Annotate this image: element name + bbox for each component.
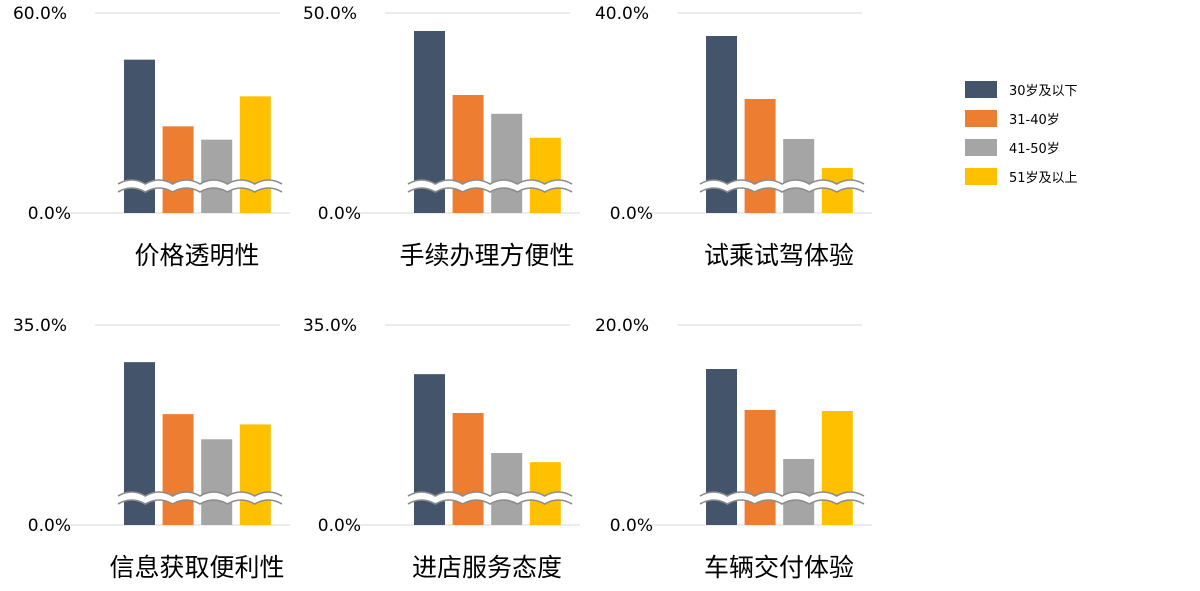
ytick-max: 50.0%: [303, 4, 357, 24]
ytick-min: 0.0%: [318, 516, 361, 536]
chart-title: 手续办理方便性: [399, 241, 574, 270]
ytick-max: 60.0%: [13, 4, 67, 24]
bar-4: [821, 411, 853, 525]
axis-break-line-lower: [407, 187, 573, 193]
axis-break-line-upper: [407, 491, 573, 497]
bar-2: [162, 414, 194, 525]
chart-title: 价格透明性: [134, 241, 259, 270]
chart-title: 信息获取便利性: [109, 553, 284, 582]
legend: 30岁及以下 31-40岁 41-50岁 51岁及以上: [965, 80, 1078, 196]
axis-break-fill: [405, 180, 575, 193]
ytick-min: 0.0%: [610, 516, 653, 536]
axis-break-line-upper: [407, 179, 573, 185]
axis-break-line-upper: [117, 179, 283, 185]
chart-2: 50.0% 0.0% 手续办理方便性: [303, 4, 580, 270]
axis-break-line-lower: [407, 499, 573, 505]
bar-4: [239, 424, 271, 525]
bar-3: [201, 439, 233, 525]
chart-title: 车辆交付体验: [704, 553, 854, 582]
bar-2: [744, 410, 776, 525]
legend-swatch-41-50: [965, 139, 997, 156]
bar-3: [201, 139, 233, 213]
axis-break-fill: [697, 492, 867, 505]
bar-3: [491, 113, 523, 213]
chart-6: 20.0% 0.0% 车辆交付体验: [595, 316, 872, 582]
bar-4: [529, 137, 561, 213]
bar-2: [744, 99, 776, 213]
axis-break-line-lower: [699, 187, 865, 193]
ytick-min: 0.0%: [28, 204, 71, 224]
axis-break-line-upper: [699, 491, 865, 497]
axis-break-line-lower: [117, 187, 283, 193]
chart-title: 进店服务态度: [412, 553, 562, 582]
legend-label-under-30: 30岁及以下: [1009, 84, 1078, 99]
chart-1: 60.0% 0.0% 价格透明性: [13, 4, 290, 270]
chart-3: 40.0% 0.0% 试乘试驾体验: [595, 4, 872, 270]
ytick-max: 20.0%: [595, 316, 649, 336]
axis-break-fill: [697, 180, 867, 193]
legend-item-41-50: 41-50岁: [965, 138, 1078, 157]
bar-2: [452, 413, 484, 525]
chart-4: 35.0% 0.0% 信息获取便利性: [13, 316, 290, 582]
legend-item-31-40: 31-40岁: [965, 109, 1078, 128]
ytick-min: 0.0%: [318, 204, 361, 224]
ytick-max: 35.0%: [303, 316, 357, 336]
legend-item-51-plus: 51岁及以上: [965, 167, 1078, 186]
legend-swatch-31-40: [965, 110, 997, 127]
bar-3: [491, 453, 523, 525]
ytick-min: 0.0%: [28, 516, 71, 536]
bar-4: [239, 96, 271, 213]
axis-break-line-lower: [699, 499, 865, 505]
legend-label-41-50: 41-50岁: [1009, 142, 1060, 157]
ytick-max: 40.0%: [595, 4, 649, 24]
axis-break-fill: [115, 180, 285, 193]
ytick-min: 0.0%: [610, 204, 653, 224]
chart-title: 试乘试驾体验: [704, 241, 854, 270]
ytick-max: 35.0%: [13, 316, 67, 336]
axis-break-line-upper: [699, 179, 865, 185]
axis-break-line-upper: [117, 491, 283, 497]
legend-label-31-40: 31-40岁: [1009, 113, 1060, 128]
chart-5: 35.0% 0.0% 进店服务态度: [303, 316, 580, 582]
legend-swatch-51-plus: [965, 168, 997, 185]
legend-swatch-under-30: [965, 81, 997, 98]
bar-3: [783, 139, 815, 213]
legend-label-51-plus: 51岁及以上: [1009, 171, 1078, 186]
bar-2: [452, 95, 484, 213]
legend-item-under-30: 30岁及以下: [965, 80, 1078, 99]
axis-break-fill: [115, 492, 285, 505]
axis-break-fill: [405, 492, 575, 505]
axis-break-line-lower: [117, 499, 283, 505]
bar-2: [162, 126, 194, 213]
